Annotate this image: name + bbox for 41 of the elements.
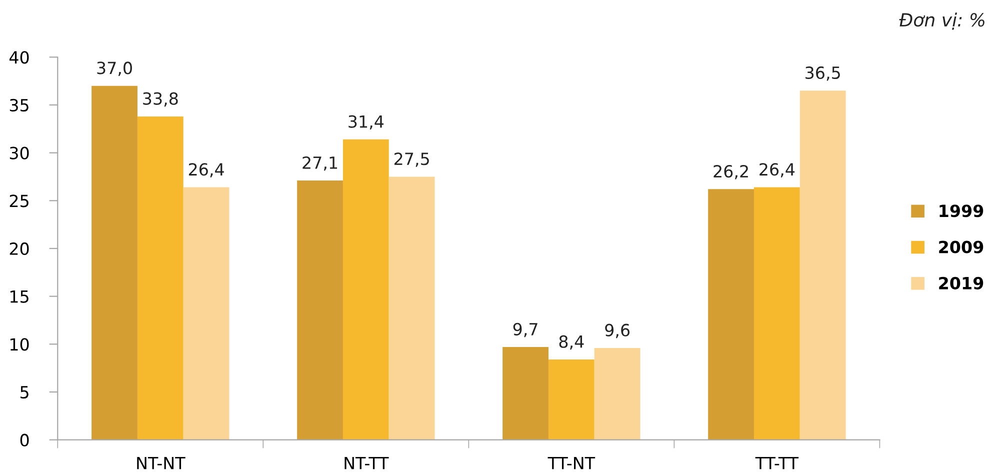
x-tick-label: NT-TT bbox=[344, 457, 389, 470]
bar bbox=[708, 189, 754, 440]
bar bbox=[342, 139, 389, 440]
x-tick-label: NT-NT bbox=[137, 457, 186, 470]
bar bbox=[800, 90, 846, 440]
y-tick-label: 40 bbox=[9, 51, 29, 64]
bar bbox=[754, 187, 800, 440]
bar bbox=[137, 116, 184, 440]
legend-label: 2009 bbox=[939, 240, 984, 254]
bar bbox=[297, 180, 343, 440]
bar bbox=[183, 187, 230, 440]
data-label: 26,2 bbox=[714, 164, 748, 180]
y-tick-label: 15 bbox=[10, 290, 28, 303]
legend-label: 2019 bbox=[939, 276, 984, 290]
x-tick-label: TT-TT bbox=[755, 457, 799, 470]
text: Đơn vị: % bbox=[899, 12, 984, 30]
y-tick-label: 30 bbox=[10, 146, 29, 160]
bar bbox=[502, 347, 548, 440]
y-tick-label: 10 bbox=[10, 338, 29, 351]
y-tick-label: 35 bbox=[10, 98, 28, 112]
data-label: 31,4 bbox=[348, 115, 384, 130]
data-label: 27,5 bbox=[394, 152, 429, 167]
data-label: 26,4 bbox=[188, 163, 224, 178]
data-label: 27,1 bbox=[302, 156, 338, 171]
y-tick-label: 0 bbox=[20, 434, 29, 446]
data-label: 36,5 bbox=[806, 66, 840, 81]
x-tick-label: TT-NT bbox=[548, 457, 596, 470]
bar bbox=[92, 86, 138, 440]
y-tick-label: 20 bbox=[10, 242, 29, 256]
data-label: 33,8 bbox=[143, 92, 178, 107]
y-tick-label: 5 bbox=[20, 386, 28, 399]
y-tick-label: 25 bbox=[10, 194, 28, 208]
data-label: 8,4 bbox=[559, 335, 584, 350]
legend-label: 1999 bbox=[940, 204, 984, 218]
bar bbox=[594, 348, 640, 440]
data-label: 9,7 bbox=[513, 322, 538, 338]
data-label: 26,4 bbox=[760, 163, 795, 178]
bar bbox=[548, 359, 594, 440]
data-label: 9,6 bbox=[605, 324, 630, 338]
data-label: 37,0 bbox=[97, 62, 132, 76]
bar bbox=[388, 176, 435, 440]
